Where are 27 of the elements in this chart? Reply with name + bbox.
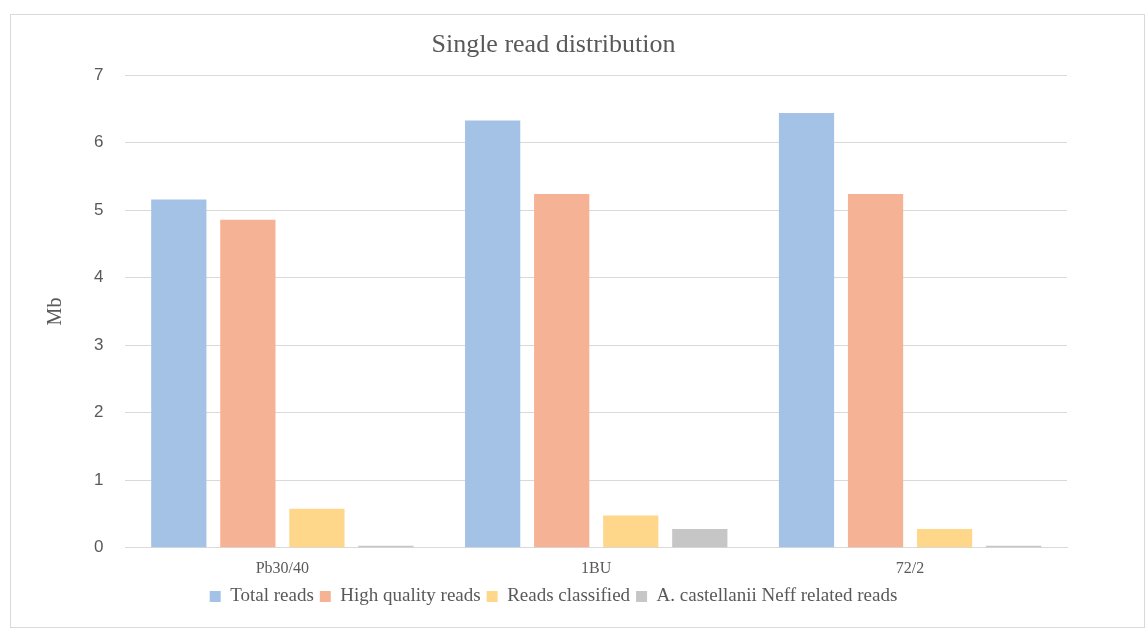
bar [847, 194, 904, 548]
legend-label: A. castellanii Neff related reads [656, 584, 898, 606]
x-tick-label: 72/2 [895, 558, 925, 576]
legend-label: High quality reads [340, 584, 481, 606]
y-tick-label: 7 [93, 64, 104, 84]
bar [220, 219, 276, 548]
x-tick-label: 1BU [581, 558, 612, 576]
chart-title: Single read distribution [431, 29, 676, 59]
bar [534, 194, 590, 548]
legend-label: Reads classified [507, 584, 631, 606]
y-tick-label: 5 [93, 199, 104, 219]
bar [778, 113, 835, 548]
y-tick-label: 3 [93, 334, 104, 354]
bar [916, 528, 973, 548]
bar [603, 515, 659, 548]
y-tick-label: 0 [93, 537, 104, 557]
bar [151, 199, 207, 548]
bar [465, 120, 521, 548]
y-tick-label: 1 [93, 469, 104, 489]
bar [672, 528, 728, 548]
legend-label: Total reads [230, 584, 314, 606]
y-tick-label: 2 [93, 402, 104, 422]
x-tick-label: Pb30/40 [255, 558, 310, 576]
y-tick-label: 4 [93, 267, 104, 287]
y-axis-title: Mb [43, 297, 66, 326]
bar [289, 508, 345, 548]
y-tick-label: 6 [93, 132, 104, 152]
